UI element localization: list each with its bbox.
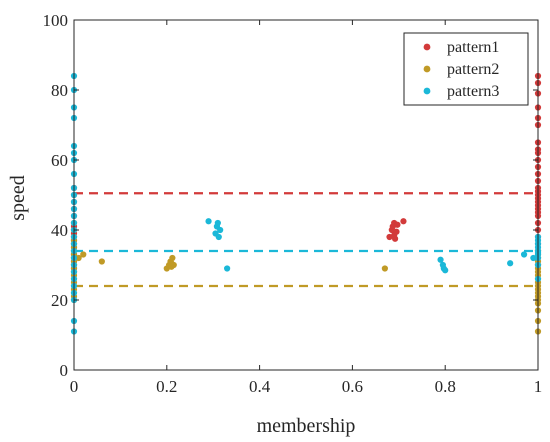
chart-marks — [70, 72, 542, 335]
legend-marker-pattern3 — [423, 87, 431, 95]
point-pattern1-28 — [400, 218, 407, 225]
point-pattern3-34 — [437, 256, 444, 263]
plot-border — [73, 19, 539, 371]
point-pattern2-22 — [80, 251, 87, 258]
x-tick-label: 1 — [534, 377, 543, 396]
x-tick-label: 0.2 — [156, 377, 177, 396]
y-tick-label: 100 — [43, 11, 69, 30]
y-axis-label: speed — [7, 175, 29, 221]
point-pattern2-23 — [98, 258, 105, 265]
point-pattern1-25 — [391, 235, 399, 242]
point-pattern2-29 — [169, 254, 176, 262]
point-pattern2-31 — [381, 265, 388, 272]
legend-label-pattern3: pattern3 — [447, 83, 499, 100]
legend-marker-pattern1 — [423, 43, 431, 51]
y-tick-label: 0 — [60, 361, 69, 380]
x-axis-label: membership — [257, 415, 356, 437]
point-pattern3-32 — [217, 226, 224, 234]
y-tick-label: 80 — [51, 81, 68, 100]
point-pattern3-27 — [205, 218, 212, 225]
point-pattern2-21 — [75, 254, 82, 262]
point-pattern3-33 — [224, 265, 231, 272]
point-pattern3-38 — [507, 260, 514, 267]
point-pattern3-31 — [215, 233, 222, 241]
axes-frame — [73, 19, 539, 371]
x-tick-label: 0.6 — [342, 377, 363, 396]
legend-label-pattern2: pattern2 — [447, 61, 499, 78]
y-tick-label: 60 — [51, 151, 68, 170]
legend: pattern1 pattern2 pattern3 — [403, 32, 529, 106]
point-pattern1-27 — [394, 221, 401, 228]
legend-marker-pattern2 — [423, 65, 431, 73]
y-tick-label: 20 — [51, 291, 68, 310]
point-pattern2-30 — [170, 261, 177, 269]
x-tick-label: 0 — [70, 377, 79, 396]
x-tick-label: 0.8 — [435, 377, 456, 396]
point-pattern3-40 — [530, 254, 537, 262]
point-pattern3-30 — [214, 219, 221, 227]
point-pattern3-39 — [520, 251, 528, 258]
y-tick-label: 40 — [51, 221, 68, 240]
point-pattern1-26 — [393, 228, 400, 235]
x-tick-label: 0.4 — [249, 377, 271, 396]
point-pattern3-37 — [442, 267, 449, 274]
legend-label-pattern1: pattern1 — [447, 39, 499, 56]
axis-ticks: 0 0.2 0.4 0.6 0.8 1 0 20 40 60 80 100 — [43, 11, 543, 396]
